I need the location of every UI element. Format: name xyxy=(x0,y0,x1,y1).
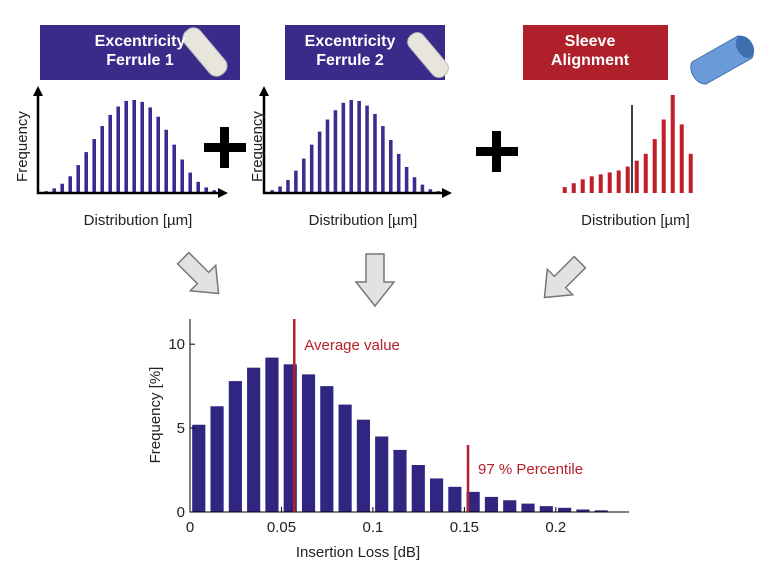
bar xyxy=(397,154,401,193)
bar xyxy=(430,478,443,512)
bar xyxy=(286,180,290,193)
x-axis-label: Insertion Loss [dB] xyxy=(296,544,420,561)
bar xyxy=(421,185,425,193)
x-axis-label: Distribution [µm] xyxy=(581,212,690,229)
y-tick-label: 10 xyxy=(168,336,185,353)
bar xyxy=(310,145,314,193)
bar xyxy=(326,120,330,193)
bar xyxy=(635,161,639,193)
bar xyxy=(412,465,425,512)
bar xyxy=(100,126,104,193)
bar xyxy=(581,179,585,193)
bar xyxy=(339,405,352,512)
bar xyxy=(302,159,306,193)
bar xyxy=(132,100,136,193)
bar xyxy=(116,107,120,193)
bar xyxy=(210,406,223,512)
bar xyxy=(381,126,385,193)
bar xyxy=(334,110,338,193)
bar xyxy=(108,115,112,193)
bar xyxy=(680,124,684,193)
bar xyxy=(375,436,388,512)
bar xyxy=(164,130,168,193)
bar xyxy=(196,182,200,193)
bar xyxy=(342,103,346,193)
bar xyxy=(617,170,621,193)
y-tick-label: 0 xyxy=(177,504,185,521)
bar xyxy=(68,176,72,193)
bar xyxy=(405,167,409,193)
bar xyxy=(265,358,278,512)
bar xyxy=(373,114,377,193)
bar xyxy=(689,154,693,193)
bar xyxy=(357,101,361,193)
bar xyxy=(92,139,96,193)
y-tick-label: 5 xyxy=(177,420,185,437)
bar xyxy=(653,139,657,193)
bar xyxy=(156,117,160,193)
bar xyxy=(393,450,406,512)
bar xyxy=(172,145,176,193)
bar xyxy=(140,102,144,193)
x-axis-label: Distribution [µm] xyxy=(84,212,193,229)
bar xyxy=(626,167,630,193)
bar xyxy=(320,386,333,512)
bar xyxy=(247,368,260,512)
x-tick-label: 0.05 xyxy=(267,519,296,536)
bar xyxy=(302,374,315,512)
annotation-label: 97 % Percentile xyxy=(478,461,583,478)
bar xyxy=(389,140,393,193)
x-axis-label: Distribution [µm] xyxy=(309,212,418,229)
bar xyxy=(349,100,353,193)
bar xyxy=(294,171,298,193)
y-axis-label: Frequency [%] xyxy=(147,367,164,464)
bar xyxy=(229,381,242,512)
bar xyxy=(558,508,571,512)
y-axis-label: Frequency xyxy=(14,111,31,182)
bar xyxy=(357,420,370,512)
bar xyxy=(148,107,152,193)
bar xyxy=(318,132,322,193)
x-tick-label: 0.15 xyxy=(450,519,479,536)
diagram: ExcentricityFerrule 1FrequencyDistributi… xyxy=(0,0,771,581)
bar xyxy=(671,95,675,193)
bar xyxy=(365,106,369,193)
bar xyxy=(521,504,534,512)
bar xyxy=(572,183,576,193)
bar xyxy=(599,174,603,193)
bar xyxy=(590,176,594,193)
bar xyxy=(124,101,128,193)
annotation-label: Average value xyxy=(304,337,400,354)
bar xyxy=(448,487,461,512)
bar xyxy=(563,187,567,193)
y-axis-label: Frequency xyxy=(249,111,266,182)
x-tick-label: 0.1 xyxy=(362,519,383,536)
bar xyxy=(503,500,516,512)
bar xyxy=(644,154,648,193)
bar xyxy=(540,506,553,512)
bar xyxy=(485,497,498,512)
bar xyxy=(608,172,612,193)
x-tick-label: 0.2 xyxy=(545,519,566,536)
bar xyxy=(188,173,192,193)
bar xyxy=(76,165,80,193)
bar xyxy=(192,425,205,512)
bar xyxy=(413,177,417,193)
bar xyxy=(662,120,666,194)
x-tick-label: 0 xyxy=(186,519,194,536)
bar xyxy=(180,160,184,193)
bar xyxy=(60,184,64,193)
bar xyxy=(84,152,88,193)
